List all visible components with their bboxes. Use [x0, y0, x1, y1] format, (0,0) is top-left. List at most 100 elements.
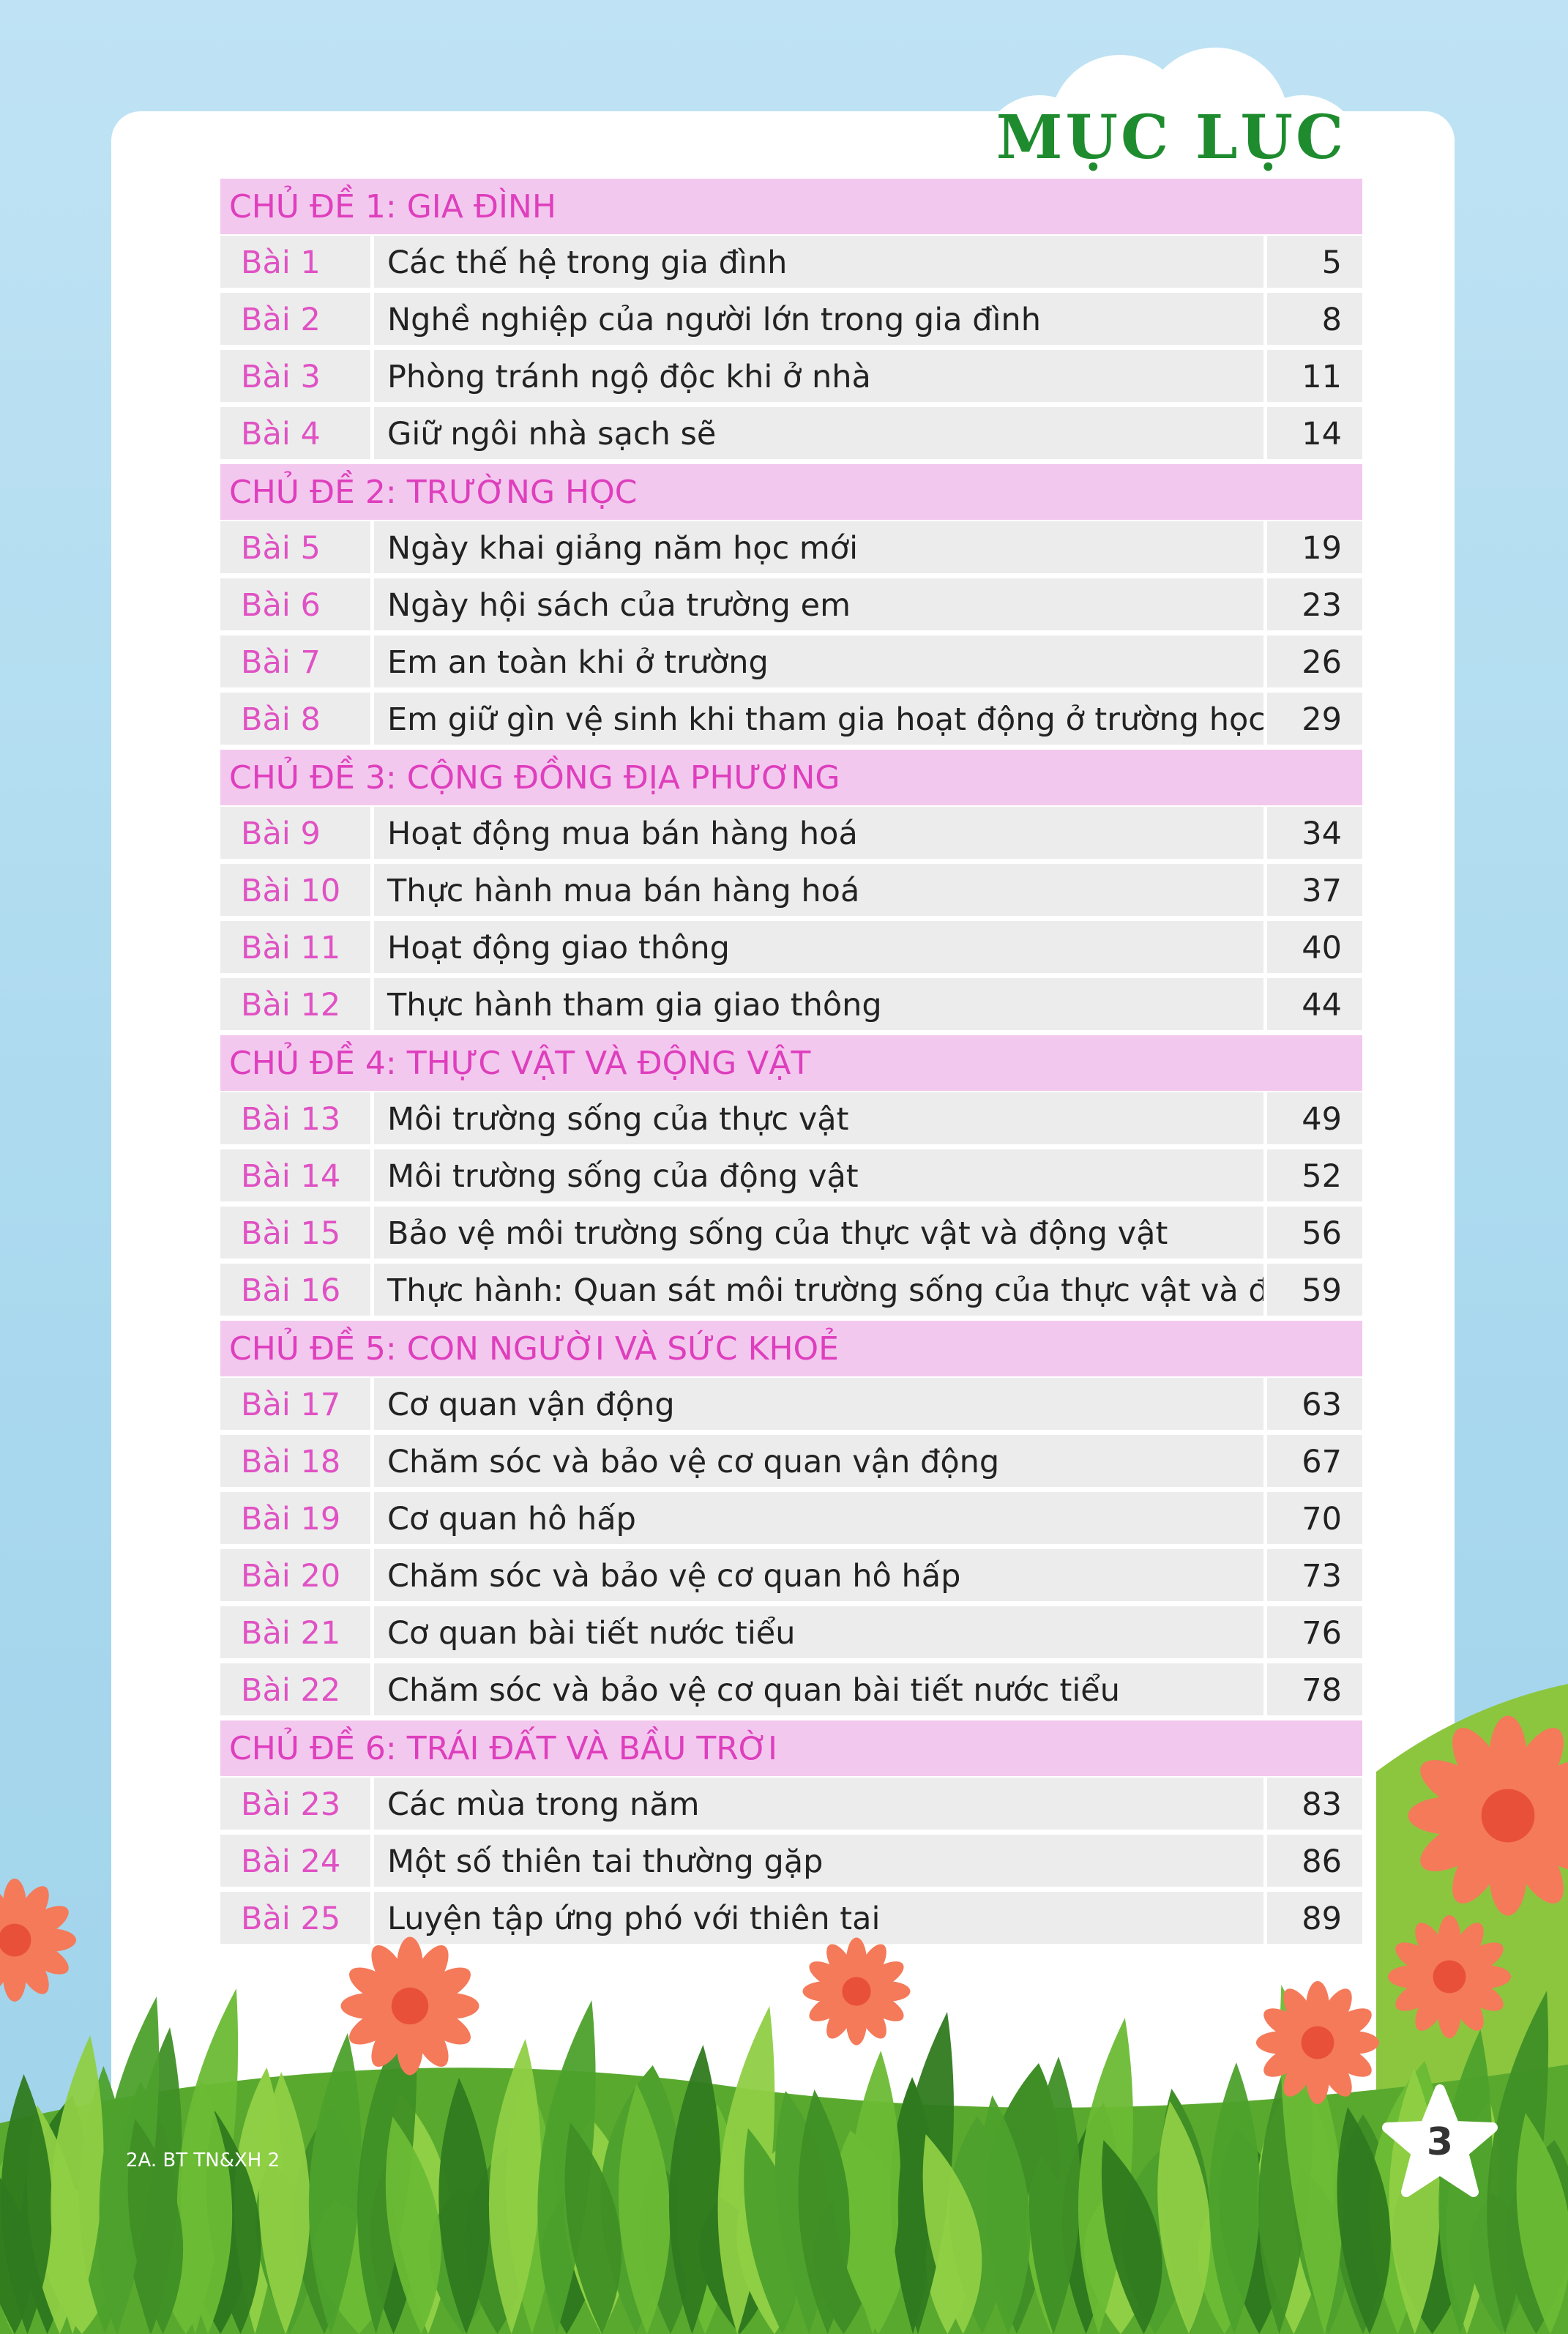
- lesson-row: Bài 10 Thực hành mua bán hàng hoá 37: [220, 864, 1362, 921]
- section-heading: CHỦ ĐỀ 3: CỘNG ĐỒNG ĐỊA PHƯƠNG: [220, 750, 1362, 807]
- lesson-label: Bài 8: [220, 693, 370, 747]
- lesson-row: Bài 15 Bảo vệ môi trường sống của thực vậ…: [220, 1207, 1362, 1264]
- lesson-label: Bài 14: [220, 1149, 370, 1204]
- lesson-label: Bài 21: [220, 1606, 370, 1660]
- leaf: [977, 2095, 1031, 2334]
- section-heading: CHỦ ĐỀ 1: GIA ĐÌNH: [220, 179, 1362, 236]
- lesson-row: Bài 5 Ngày khai giảng năm học mới 19: [220, 521, 1362, 578]
- petal: [1415, 1983, 1449, 2031]
- petal: [857, 1944, 886, 1986]
- flower-center: [391, 1987, 429, 2025]
- petal: [417, 1967, 471, 2005]
- lesson-title: Thực hành: Quan sát môi trường sống của …: [374, 1264, 1263, 1318]
- lesson-page: 14: [1267, 407, 1362, 461]
- leaf: [1516, 2113, 1568, 2334]
- lesson-page: 34: [1267, 807, 1362, 861]
- lesson-title: Một số thiên tai thường gặp: [374, 1835, 1263, 1889]
- petal: [1456, 1942, 1504, 1976]
- lesson-title: Môi trường sống của động vật: [374, 1149, 1263, 1204]
- lesson-page: 26: [1267, 635, 1362, 690]
- leaf: [848, 2051, 901, 2334]
- flower-center: [1301, 2026, 1334, 2059]
- petal: [809, 1992, 851, 2021]
- lesson-page: 56: [1267, 1207, 1362, 1261]
- lesson-title: Chăm sóc và bảo vệ cơ quan hô hấp: [374, 1549, 1263, 1603]
- petal: [371, 1945, 409, 1999]
- lesson-row: Bài 9 Hoạt động mua bán hàng hoá 34: [220, 807, 1362, 864]
- lesson-page: 83: [1267, 1778, 1362, 1832]
- lesson-label: Bài 25: [220, 1892, 370, 1946]
- section-heading: CHỦ ĐỀ 4: THỰC VẬT VÀ ĐỘNG VẬT: [220, 1035, 1362, 1092]
- lesson-page: 73: [1267, 1549, 1362, 1603]
- petal: [826, 1944, 856, 1986]
- lesson-page: 89: [1267, 1892, 1362, 1946]
- leaf: [488, 2039, 542, 2334]
- lesson-label: Bài 16: [220, 1264, 370, 1318]
- lesson-page: 49: [1267, 1092, 1362, 1147]
- lesson-label: Bài 17: [220, 1378, 370, 1432]
- leaf: [258, 2072, 310, 2334]
- toc-title: MỤC LỤC: [996, 102, 1347, 173]
- petal: [1452, 1728, 1507, 1805]
- lesson-title: Em an toàn khi ở trường: [374, 635, 1263, 690]
- petal: [1395, 1977, 1443, 2011]
- flower-center: [1433, 1960, 1466, 1994]
- lesson-page: 86: [1267, 1835, 1362, 1889]
- leaf: [1, 2074, 53, 2334]
- lesson-page: 52: [1267, 1149, 1362, 1204]
- lesson-page: 78: [1267, 1663, 1362, 1718]
- lesson-page: 67: [1267, 1435, 1362, 1489]
- star: [1382, 2084, 1498, 2197]
- lesson-label: Bài 11: [220, 921, 370, 975]
- leaf: [385, 2117, 441, 2334]
- petal: [809, 1961, 851, 1991]
- petal: [1519, 1817, 1568, 1871]
- lesson-label: Bài 6: [220, 578, 370, 633]
- lesson-label: Bài 15: [220, 1207, 370, 1261]
- leaf: [1209, 2062, 1261, 2334]
- lesson-row: Bài 16 Thực hành: Quan sát môi trường sốn…: [220, 1264, 1362, 1321]
- leaf: [1101, 2140, 1162, 2334]
- petal: [1283, 1988, 1317, 2036]
- petal: [349, 2007, 403, 2045]
- petal: [0, 1886, 14, 1934]
- leaf: [922, 2134, 982, 2334]
- lesson-label: Bài 22: [220, 1663, 370, 1718]
- lesson-title: Ngày hội sách của trường em: [374, 578, 1263, 633]
- petal: [1324, 2043, 1372, 2077]
- lesson-row: Bài 8 Em giữ gìn vệ sinh khi tham gia hoạ…: [220, 693, 1362, 750]
- petal: [1263, 2008, 1311, 2042]
- lesson-title: Phòng tránh ngộ độc khi ở nhà: [374, 350, 1263, 404]
- lesson-row: Bài 22 Chăm sóc và bảo vệ cơ quan bài tiế…: [220, 1663, 1362, 1720]
- petal: [21, 1941, 69, 1975]
- lesson-row: Bài 6 Ngày hội sách của trường em 23: [220, 578, 1362, 635]
- petal: [15, 1886, 49, 1934]
- lesson-row: Bài 18 Chăm sóc và bảo vệ cơ quan vận độn…: [220, 1435, 1362, 1492]
- lesson-label: Bài 13: [220, 1092, 370, 1147]
- lesson-row: Bài 13 Môi trường sống của thực vật 49: [220, 1092, 1362, 1149]
- petal: [1395, 1942, 1443, 1976]
- lesson-title: Nghề nghiệp của người lớn trong gia đình: [374, 293, 1263, 347]
- toc-table: CHỦ ĐỀ 1: GIA ĐÌNH Bài 1 Các thế hệ trong …: [220, 179, 1362, 1949]
- lesson-title: Ngày khai giảng năm học mới: [374, 521, 1263, 575]
- petal: [411, 1945, 449, 1999]
- lesson-page: 5: [1267, 236, 1362, 290]
- leaf: [798, 2089, 851, 2334]
- lesson-label: Bài 5: [220, 521, 370, 575]
- lesson-label: Bài 23: [220, 1778, 370, 1832]
- lesson-label: Bài 19: [220, 1492, 370, 1546]
- lesson-label: Bài 1: [220, 236, 370, 290]
- petal: [0, 1947, 14, 1994]
- petal: [349, 1967, 403, 2005]
- lesson-page: 19: [1267, 521, 1362, 575]
- lesson-row: Bài 19 Cơ quan hô hấp 70: [220, 1492, 1362, 1549]
- lesson-title: Bảo vệ môi trường sống của thực vật và đ…: [374, 1207, 1263, 1261]
- lesson-title: Thực hành mua bán hàng hoá: [374, 864, 1263, 918]
- petal: [1450, 1983, 1484, 2031]
- leaf: [744, 2128, 802, 2334]
- leaf: [438, 2078, 490, 2334]
- leaf: [1028, 2057, 1080, 2334]
- lesson-title: Hoạt động mua bán hàng hoá: [374, 807, 1263, 861]
